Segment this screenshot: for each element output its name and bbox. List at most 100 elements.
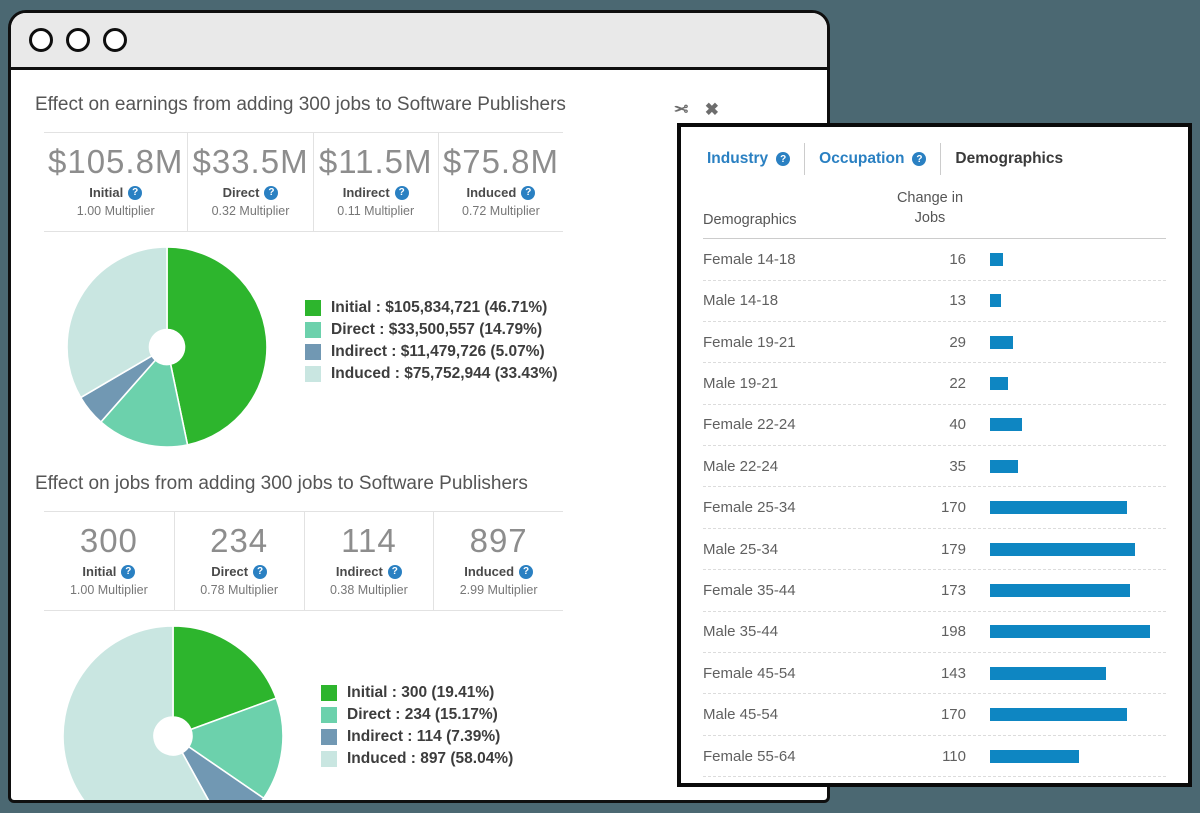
legend-swatch <box>305 300 321 316</box>
window-button[interactable] <box>103 28 127 52</box>
help-icon[interactable]: ? <box>128 186 142 200</box>
change-in-jobs-bar <box>990 667 1106 680</box>
stat-value: 234 <box>179 522 300 560</box>
tab-demographics[interactable]: Demographics <box>941 144 1077 174</box>
row-label: Male 22-24 <box>703 458 926 475</box>
help-icon[interactable]: ? <box>776 152 790 166</box>
table-row: Male 22-24 35 <box>703 446 1166 487</box>
legend-item[interactable]: Induced : 897 (58.04%) <box>321 750 513 768</box>
row-value: 16 <box>926 251 966 268</box>
change-in-jobs-bar <box>990 418 1022 431</box>
help-icon[interactable]: ? <box>521 186 535 200</box>
legend-swatch <box>305 322 321 338</box>
legend-item[interactable]: Induced : $75,752,944 (33.43%) <box>305 365 558 383</box>
earnings-stat-grid: $105.8M Initial ? 1.00 Multiplier $33.5M… <box>44 132 563 232</box>
legend-label: Induced : $75,752,944 (33.43%) <box>331 365 558 383</box>
help-icon[interactable]: ? <box>388 565 402 579</box>
stat-multiplier: 0.38 Multiplier <box>309 583 430 597</box>
legend-swatch <box>305 366 321 382</box>
tab-label: Occupation <box>819 150 904 168</box>
jobs-legend: Initial : 300 (19.41%) Direct : 234 (15.… <box>321 680 513 772</box>
row-bar-zone <box>990 750 1166 763</box>
row-value: 13 <box>926 292 966 309</box>
legend-label: Direct : $33,500,557 (14.79%) <box>331 321 542 339</box>
tab-occupation[interactable]: Occupation ? <box>805 144 940 174</box>
stat-multiplier: 2.99 Multiplier <box>438 583 559 597</box>
help-icon[interactable]: ? <box>121 565 135 579</box>
row-value: 179 <box>926 541 966 558</box>
legend-item[interactable]: Direct : $33,500,557 (14.79%) <box>305 321 558 339</box>
scissors-icon[interactable]: ✂ <box>674 100 688 120</box>
stat-value: $11.5M <box>318 143 434 181</box>
row-bar-zone <box>990 460 1166 473</box>
tab-industry[interactable]: Industry ? <box>703 144 804 174</box>
row-label: Female 55-64 <box>703 748 926 765</box>
legend-label: Initial : 300 (19.41%) <box>347 684 494 702</box>
row-value: 198 <box>926 623 966 640</box>
row-bar-zone <box>990 667 1166 680</box>
results-panel: Industry ? Occupation ? Demographics Dem… <box>677 123 1192 787</box>
change-in-jobs-bar <box>990 543 1135 556</box>
table-row: Female 22-24 40 <box>703 405 1166 446</box>
close-icon[interactable]: ✖ <box>705 100 719 120</box>
legend-item[interactable]: Direct : 234 (15.17%) <box>321 706 513 724</box>
row-bar-zone <box>990 501 1166 514</box>
widget-toolbar: ✂ ✖ <box>674 100 720 120</box>
jobs-stat-grid: 300 Initial ? 1.00 Multiplier 234 Direct… <box>44 511 563 611</box>
row-label: Male 25-34 <box>703 541 926 558</box>
row-value: 29 <box>926 334 966 351</box>
row-label: Male 45-54 <box>703 706 926 723</box>
legend-item[interactable]: Initial : 300 (19.41%) <box>321 684 513 702</box>
legend-item[interactable]: Indirect : 114 (7.39%) <box>321 728 513 746</box>
legend-label: Initial : $105,834,721 (46.71%) <box>331 299 547 317</box>
change-in-jobs-bar <box>990 708 1127 721</box>
row-bar-zone <box>990 625 1166 638</box>
help-icon[interactable]: ? <box>253 565 267 579</box>
help-icon[interactable]: ? <box>264 186 278 200</box>
stat-label: Induced ? <box>443 185 559 200</box>
stat-card: $11.5M Indirect ? 0.11 Multiplier <box>313 133 438 231</box>
table-row: Female 25-34 170 <box>703 487 1166 528</box>
window-button[interactable] <box>29 28 53 52</box>
table-row: Female 19-21 29 <box>703 322 1166 363</box>
panel-tabs: Industry ? Occupation ? Demographics <box>703 143 1166 175</box>
earnings-pie-chart <box>65 245 269 449</box>
help-icon[interactable]: ? <box>519 565 533 579</box>
tab-label: Industry <box>707 150 768 168</box>
change-in-jobs-bar <box>990 625 1150 638</box>
stat-label: Indirect ? <box>309 564 430 579</box>
change-in-jobs-bar <box>990 750 1079 763</box>
earnings-legend: Initial : $105,834,721 (46.71%) Direct :… <box>305 295 558 387</box>
row-value: 173 <box>926 582 966 599</box>
window-titlebar <box>11 13 827 70</box>
row-label: Female 45-54 <box>703 665 926 682</box>
row-label: Female 25-34 <box>703 499 926 516</box>
window-button[interactable] <box>66 28 90 52</box>
table-row: Female 55-64 110 <box>703 736 1166 777</box>
table-row: Male 45-54 170 <box>703 694 1166 735</box>
stat-label: Direct ? <box>192 185 308 200</box>
stat-value: 114 <box>309 522 430 560</box>
stat-card: $33.5M Direct ? 0.32 Multiplier <box>187 133 312 231</box>
row-label: Male 35-44 <box>703 623 926 640</box>
legend-item[interactable]: Initial : $105,834,721 (46.71%) <box>305 299 558 317</box>
change-in-jobs-bar <box>990 584 1130 597</box>
row-bar-zone <box>990 253 1166 266</box>
row-bar-zone <box>990 336 1166 349</box>
legend-swatch <box>321 707 337 723</box>
help-icon[interactable]: ? <box>395 186 409 200</box>
stat-card: $105.8M Initial ? 1.00 Multiplier <box>44 133 187 231</box>
table-row: Male 35-44 198 <box>703 612 1166 653</box>
column-header-change-in-jobs: Change in Jobs <box>890 189 970 228</box>
stat-multiplier: 1.00 Multiplier <box>48 204 183 218</box>
tab-label: Demographics <box>955 150 1063 168</box>
row-bar-zone <box>990 377 1166 390</box>
legend-label: Induced : 897 (58.04%) <box>347 750 513 768</box>
row-label: Male 14-18 <box>703 292 926 309</box>
legend-item[interactable]: Indirect : $11,479,726 (5.07%) <box>305 343 558 361</box>
row-label: Female 14-18 <box>703 251 926 268</box>
stat-card: 114 Indirect ? 0.38 Multiplier <box>304 512 434 610</box>
change-in-jobs-bar <box>990 501 1127 514</box>
row-label: Female 35-44 <box>703 582 926 599</box>
help-icon[interactable]: ? <box>912 152 926 166</box>
